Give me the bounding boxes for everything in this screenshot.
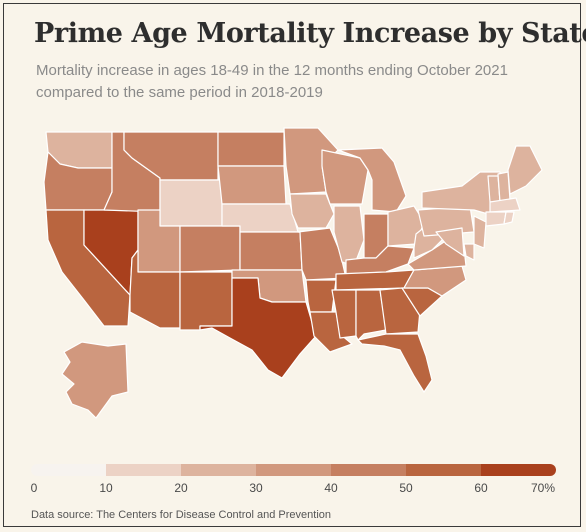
state-MO — [297, 227, 347, 281]
legend-bin-40-50 — [331, 464, 406, 476]
state-WY — [159, 179, 223, 227]
state-MS — [331, 289, 357, 339]
legend-tick-70: 70% — [530, 481, 556, 495]
state-DE — [463, 243, 475, 261]
legend-tick-0: 0 — [30, 481, 38, 495]
legend-bin-60-70 — [481, 464, 556, 476]
state-AK — [61, 341, 129, 419]
state-MD — [435, 227, 465, 257]
state-TX — [199, 277, 317, 379]
state-KS — [239, 231, 303, 271]
data-source-note: Data source: The Centers for Disease Con… — [31, 509, 332, 521]
state-SD — [217, 165, 287, 205]
state-CT — [485, 211, 507, 227]
legend-bin-20-30 — [181, 464, 256, 476]
state-MI — [337, 147, 407, 213]
legend-bin-50-60 — [406, 464, 481, 476]
state-CO — [179, 225, 241, 273]
legend-tick-50: 50 — [399, 481, 413, 495]
legend-color-scale — [31, 464, 556, 476]
state-RI — [503, 211, 515, 225]
state-IA — [289, 193, 335, 229]
legend-tick-20: 20 — [174, 481, 188, 495]
legend-tick-30: 30 — [249, 481, 263, 495]
legend-tick-40: 40 — [324, 481, 338, 495]
legend-tick-10: 10 — [99, 481, 113, 495]
legend-bin-30-40 — [256, 464, 331, 476]
legend-tick-60: 60 — [474, 481, 488, 495]
map-subtitle: Mortality increase in ages 18-49 in the … — [36, 62, 508, 101]
state-NM — [179, 271, 233, 331]
legend-bin-0-10 — [31, 464, 106, 476]
state-ND — [217, 131, 285, 167]
map-title: Prime Age Mortality Increase by State — [34, 18, 586, 49]
state-TN — [335, 269, 415, 291]
state-FL — [357, 333, 433, 393]
state-NJ — [473, 215, 487, 249]
legend-bin-10-20 — [106, 464, 181, 476]
state-AR — [305, 279, 337, 313]
state-MA — [489, 197, 521, 213]
state-ME — [507, 145, 543, 195]
